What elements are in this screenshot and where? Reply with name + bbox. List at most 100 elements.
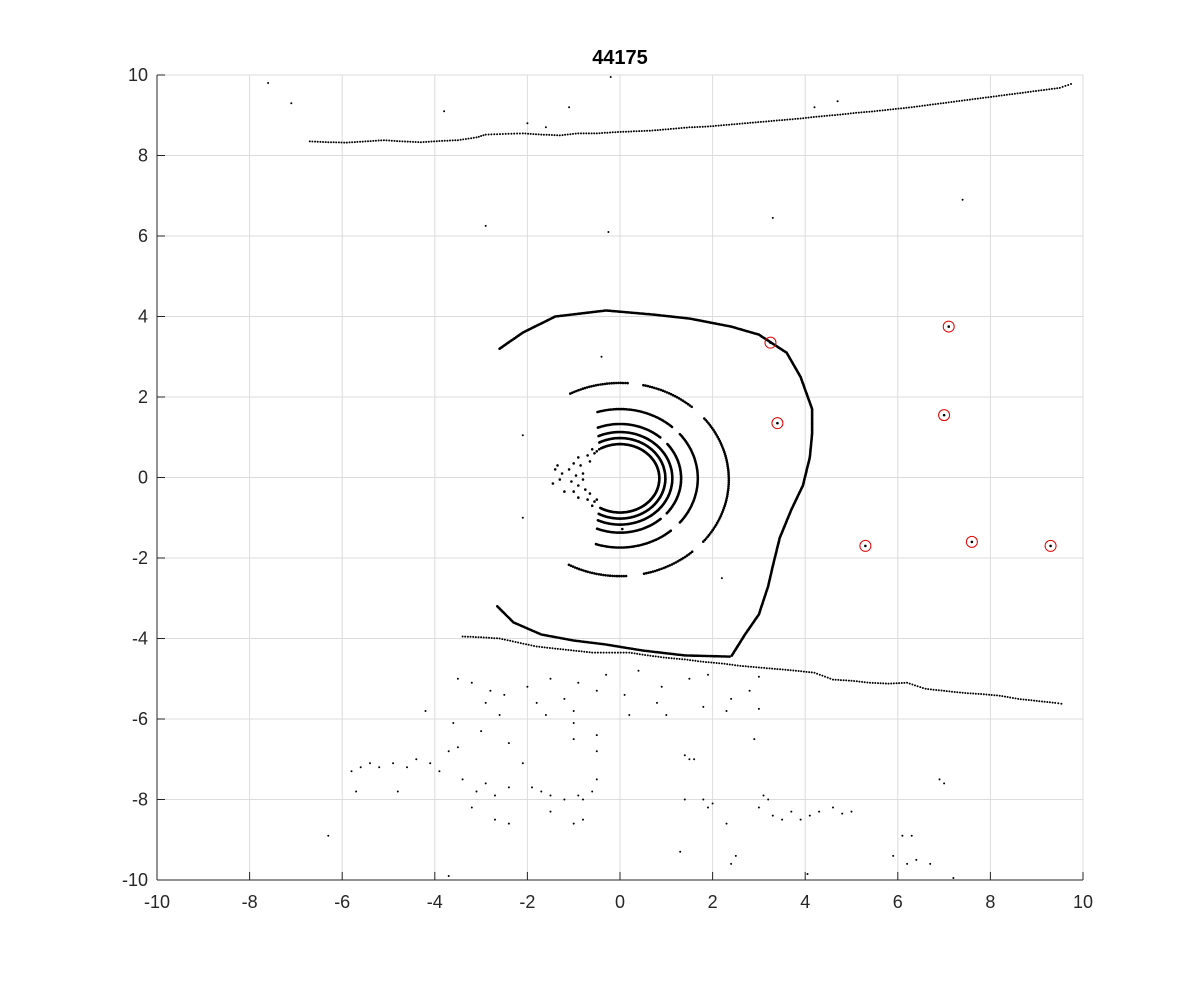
wall-point [685,126,688,129]
scatter-point [762,794,765,797]
wall-point [1033,699,1036,702]
wall-point [441,139,444,142]
wall-point [643,129,646,132]
wall-point [311,140,314,143]
cluster-point [558,478,562,481]
wall-point [564,133,567,136]
x-tick-label: -10 [144,892,170,912]
wall-point [599,651,602,654]
wall-point [667,657,670,659]
wall-point [824,675,826,678]
wall-point [372,139,375,142]
wall-point [572,649,575,652]
wall-point [976,97,979,100]
wall-point [889,108,892,111]
ring-point [594,384,598,387]
wall-point [849,112,852,115]
ring-point [642,383,645,387]
wall-point [425,140,428,143]
scatter-point [526,122,529,125]
wall-point [398,140,401,143]
wall-point [820,115,823,118]
scatter-point [290,102,293,105]
wall-point [319,140,322,143]
wall-point [855,680,858,683]
scatter-point [901,834,904,837]
scatter-point [753,738,756,741]
ring-point [608,574,612,577]
wall-point [396,140,399,143]
wall-point [385,139,388,142]
wall-point [787,669,789,671]
ring-point [681,399,684,402]
wall-point [730,123,733,126]
wall-point [926,104,929,107]
wall-point [829,677,832,680]
wall-point [1030,699,1033,702]
wall-point [710,661,713,664]
scatter-point [841,812,844,815]
wall-point [427,140,430,143]
wall-point [762,120,765,123]
ring-point [588,385,591,389]
wall-point [734,664,737,667]
wall-point [995,95,998,98]
ring-point [624,381,627,385]
ring-point [663,390,667,393]
wall-point [660,656,662,659]
ring-point [569,564,573,567]
wall-point [558,134,561,137]
wall-point [821,674,824,677]
scatter-point [461,778,464,781]
scatter-point [480,730,483,733]
wall-point [1022,698,1025,701]
wall-point [412,140,414,143]
wall-point [1001,695,1004,698]
wall-point [1050,87,1053,90]
wall-point [998,94,1000,97]
x-tick-label: -2 [519,892,535,912]
wall-point [561,134,564,137]
wall-point [308,140,311,143]
wall-point [744,665,747,668]
ring-point [664,565,667,569]
scatter-point [781,818,784,821]
scatter-point [327,834,330,837]
ring-point [590,385,593,388]
ring-point [596,410,599,414]
ring-point [597,573,601,576]
scatter-point [484,782,487,785]
wall-point [454,139,457,142]
scatter-point [521,516,524,519]
wall-point [1032,90,1035,93]
wall-point [1009,696,1012,699]
wall-point [789,669,792,672]
wall-point [742,665,744,668]
ring-point [727,487,730,490]
wall-point [918,105,921,108]
wall-point [511,640,514,643]
scatter-point [683,754,686,757]
ring-point [644,384,647,387]
wall-point [1048,88,1051,91]
wall-point [839,113,842,116]
wall-point [714,124,717,127]
x-tick-label: 8 [985,892,995,912]
x-tick-label: 10 [1073,892,1093,912]
wall-point [805,670,808,673]
wall-point [532,133,535,136]
scatter-point [355,790,358,793]
scatter-point [484,224,487,227]
scatter-point [544,714,547,716]
wall-point [738,122,741,125]
wall-point [993,694,996,697]
wall-point [648,129,651,132]
scatter-point [475,790,478,793]
wall-point [646,129,649,132]
wall-point [969,692,972,695]
wall-point [451,139,454,142]
wall-point [913,105,916,108]
ring-point [727,482,730,486]
wall-point [990,694,993,696]
wall-point [943,689,946,692]
